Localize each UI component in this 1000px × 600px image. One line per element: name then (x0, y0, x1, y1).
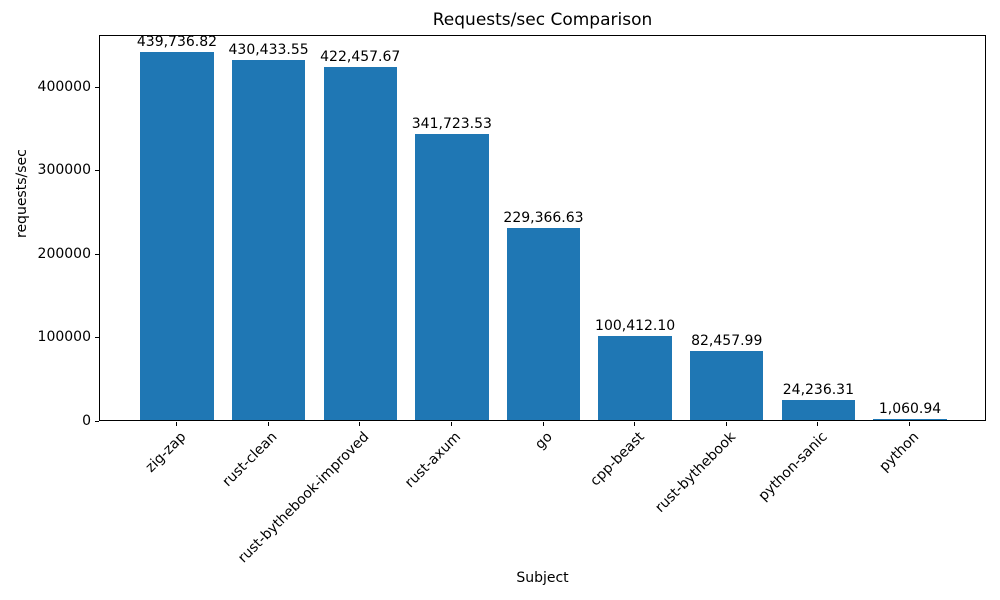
bar-value-label: 24,236.31 (782, 382, 855, 398)
bar-python-sanic (781, 400, 856, 420)
bar-value-label: 229,366.63 (503, 210, 584, 226)
x-tick-label-cpp-beast: cpp-beast (587, 429, 648, 490)
x-axis-label: Subject (516, 570, 569, 586)
x-tick-label-go: go (532, 429, 556, 453)
x-tick-mark (267, 422, 269, 426)
y-tick-label: 400000 (37, 79, 91, 95)
plot-area: 439,736.82 430,433.55 422,457.67 341,723.53… (99, 34, 986, 421)
x-tick-mark (359, 422, 361, 426)
x-tick-label-rust-bythebook: rust-bythebook (652, 429, 740, 516)
x-tick-label-python-sanic: python-sanic (755, 429, 831, 505)
bar-value-label: 341,723.53 (411, 116, 492, 132)
bar-rust-clean (231, 60, 306, 420)
y-tick-label: 200000 (37, 246, 91, 262)
chart-title: Requests/sec Comparison (432, 10, 653, 30)
x-tick-label-rust-axum: rust-axum (402, 429, 465, 492)
bar-go (506, 228, 581, 420)
bar-value-label: 422,457.67 (320, 49, 401, 65)
y-tick-label: 300000 (37, 162, 91, 178)
bar-cpp-beast (598, 336, 672, 420)
bar-rust-axum (415, 134, 489, 420)
bar-rust-bythebook (690, 351, 764, 420)
bar-value-label: 430,433.55 (228, 42, 309, 58)
y-tick-mark (95, 87, 99, 88)
bar-value-label: 82,457.99 (691, 333, 763, 349)
bar-rust-bythebook-improved (323, 67, 397, 420)
x-tick-mark (450, 422, 452, 426)
x-tick-mark (817, 422, 819, 426)
y-tick-label: 0 (82, 413, 91, 429)
bar-zig-zap (140, 52, 214, 420)
y-tick-mark (95, 337, 99, 338)
x-tick-label-python: python (876, 429, 923, 475)
y-tick-label: 100000 (37, 329, 91, 345)
x-tick-mark (725, 422, 727, 426)
bar-value-label: 1,060.94 (878, 401, 942, 417)
x-tick-mark (909, 422, 911, 426)
bar-value-label: 100,412.10 (595, 318, 676, 334)
y-tick-mark (95, 421, 99, 422)
y-tick-mark (95, 170, 99, 171)
x-tick-mark (175, 422, 177, 426)
y-tick-mark (95, 254, 99, 255)
x-tick-label-zig-zap: zig-zap (142, 429, 190, 476)
x-tick-mark (634, 422, 636, 426)
bar-value-label: 439,736.82 (136, 34, 218, 50)
x-tick-label-rust-clean: rust-clean (220, 429, 281, 490)
y-axis-label: requests/sec (14, 149, 30, 238)
x-tick-mark (542, 422, 544, 426)
bar-python (873, 419, 947, 420)
